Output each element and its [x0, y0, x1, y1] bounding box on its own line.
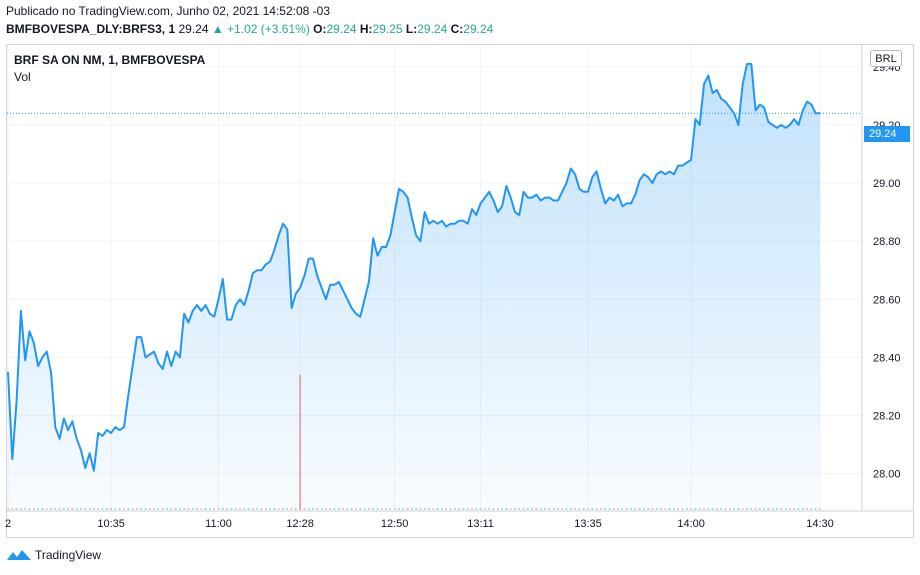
- high-value: 29.25: [372, 22, 403, 36]
- time-tick-label: 12:28: [286, 518, 314, 530]
- brand-label: TradingView: [35, 548, 102, 562]
- change-value: ▲ +1.02 (+3.61%): [211, 22, 310, 36]
- ohlc-legend: BMFBOVESPA_DLY:BRFS3, 1 29.24 ▲ +1.02 (+…: [6, 22, 493, 36]
- time-tick-label: 11:00: [205, 518, 232, 530]
- time-tick-label: 14:00: [677, 518, 705, 530]
- high-label: H:: [359, 22, 373, 36]
- published-caption: Publicado no TradingView.com, Junho 02, …: [6, 4, 331, 18]
- time-tick-label: 13:11: [467, 518, 494, 530]
- tradingview-logo-icon: [7, 550, 31, 560]
- price-tick-label: 29.00: [873, 178, 901, 190]
- currency-button[interactable]: BRL: [870, 50, 902, 67]
- close-value: 29.24: [463, 22, 494, 36]
- close-label: C:: [450, 22, 464, 36]
- price-tick-label: 28.40: [873, 352, 901, 364]
- chart-frame: [6, 44, 914, 538]
- low-label: L:: [405, 22, 418, 36]
- footer-brand[interactable]: TradingView: [6, 548, 101, 562]
- symbol-interval: BMFBOVESPA_DLY:BRFS3, 1: [6, 22, 176, 36]
- time-tick-label: 12:50: [381, 518, 409, 530]
- volume-label: Vol: [14, 70, 31, 84]
- price-area: [8, 63, 820, 511]
- chart-title: BRF SA ON NM, 1, BMFBOVESPA: [14, 53, 206, 67]
- low-value: 29.24: [417, 22, 448, 36]
- price-tick-label: 28.60: [873, 294, 901, 306]
- time-tick-label: 2: [5, 518, 11, 530]
- time-tick-label: 14:30: [806, 518, 834, 530]
- open-value: 29.24: [326, 22, 357, 36]
- last-price: 29.24: [178, 22, 209, 36]
- price-tick-label: 28.80: [873, 236, 901, 248]
- open-label: O:: [313, 22, 327, 36]
- time-tick-label: 13:35: [574, 518, 602, 530]
- price-tick-label: 28.00: [873, 469, 901, 481]
- price-tick-label: 28.20: [873, 411, 901, 423]
- time-tick-label: 10:35: [97, 518, 125, 530]
- price-line: [7, 62, 820, 472]
- time-axis-labels: 2 10:35 11:00 12:28 12:50 13:11 13:35 14:00 14:3…: [5, 518, 834, 530]
- last-price-badge: 29.24: [864, 126, 910, 142]
